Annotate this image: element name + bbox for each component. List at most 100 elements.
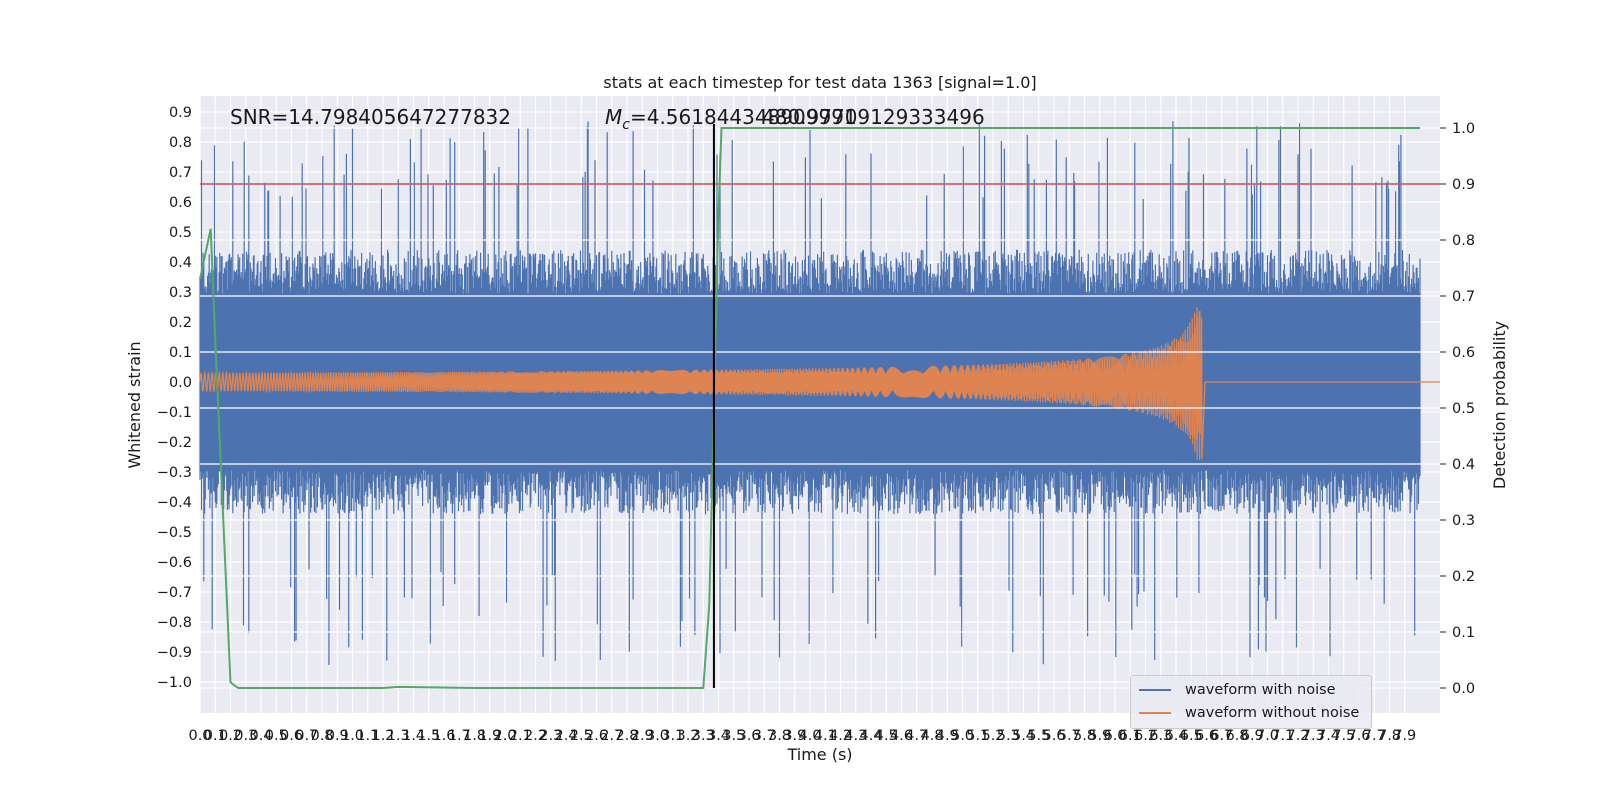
x-tick-label: 4.3 xyxy=(844,728,867,744)
x-tick-label: 6.4 xyxy=(1164,728,1187,744)
y-tick-label: −0.4 xyxy=(157,495,192,511)
clean-waveform-line xyxy=(199,307,1440,461)
x-tick-label: 4.4 xyxy=(859,728,882,744)
y-tick-label: 0.4 xyxy=(169,255,192,271)
x-tick-label: 7.4 xyxy=(1317,728,1340,744)
x-tick-label: 2.9 xyxy=(631,728,654,744)
x-tick-label: 7.9 xyxy=(1393,728,1416,744)
x-tick-label: 1.8 xyxy=(463,728,486,744)
x-tick-label: 2.2 xyxy=(524,728,547,744)
y-axis-label: Whitened strain xyxy=(125,341,144,468)
x-tick-label: 3.1 xyxy=(661,728,684,744)
x-tick-label: 0.2 xyxy=(219,728,242,744)
x-tick-label: 6.8 xyxy=(1225,728,1248,744)
x-tick-label: 1.5 xyxy=(417,728,440,744)
x-tick-label: 4.7 xyxy=(905,728,928,744)
x-tick-label: 5.9 xyxy=(1088,728,1111,744)
x-tick-label: 7.3 xyxy=(1302,728,1325,744)
y2-tick-label: 0.0 xyxy=(1452,681,1475,697)
x-tick-label: 6.6 xyxy=(1195,728,1218,744)
x-tick-label: 6.7 xyxy=(1210,728,1233,744)
x-tick-label: 1.4 xyxy=(402,728,425,744)
y2-tick-label: 0.2 xyxy=(1452,569,1475,585)
x-tick-label: 5.3 xyxy=(997,728,1020,744)
x-tick-label: 3.9 xyxy=(783,728,806,744)
x-tick-label: 7.7 xyxy=(1363,728,1386,744)
y-tick-label: −1.0 xyxy=(157,675,192,691)
y-tick-label: −0.6 xyxy=(157,555,192,571)
y2-axis-label: Detection probability xyxy=(1490,321,1509,489)
x-tick-label: 3.5 xyxy=(722,728,745,744)
x-tick-label: 5.7 xyxy=(1058,728,1081,744)
y-tick-label: 0.1 xyxy=(169,345,192,361)
x-tick-label: 5.1 xyxy=(966,728,989,744)
x-tick-label: 2.6 xyxy=(585,728,608,744)
legend-swatch-noisy xyxy=(1139,689,1171,691)
x-tick-label: 7.2 xyxy=(1286,728,1309,744)
x-tick-label: 4.2 xyxy=(829,728,852,744)
x-axis-ticks: 0.00.10.20.30.40.50.60.70.80.91.01.11.21… xyxy=(188,728,1416,744)
x-tick-label: 5.6 xyxy=(1042,728,1065,744)
left-axis-ticks: 0.9 0.8 0.7 0.6 0.5 0.4 0.3 0.2 0.1 0.0 −0.1 −0.2 −0… xyxy=(157,105,192,691)
x-tick-label: 0.5 xyxy=(265,728,288,744)
x-tick-label: 6.2 xyxy=(1134,728,1157,744)
x-tick-label: 7.6 xyxy=(1347,728,1370,744)
x-tick-label: 4.5 xyxy=(875,728,898,744)
y2-tick-label: 0.1 xyxy=(1452,625,1475,641)
snr-annotation: SNR=14.798405647277832 xyxy=(230,105,511,129)
x-tick-label: 4.9 xyxy=(936,728,959,744)
chirp-mass-subscript: c xyxy=(622,117,630,133)
x-tick-label: 6.5 xyxy=(1180,728,1203,744)
x-tick-label: 5.8 xyxy=(1073,728,1096,744)
x-tick-label: 6.1 xyxy=(1119,728,1142,744)
y2-tick-label: 0.5 xyxy=(1452,401,1475,417)
x-tick-label: 0.7 xyxy=(295,728,318,744)
y-tick-label: 0.2 xyxy=(169,315,192,331)
y-tick-label: 0.8 xyxy=(169,135,192,151)
y-tick-label: 0.9 xyxy=(169,105,192,121)
y-tick-label: 0.5 xyxy=(169,225,192,241)
y-tick-label: −0.7 xyxy=(157,585,192,601)
chirp-mass-symbol: M xyxy=(605,105,622,129)
y-tick-label: 0.7 xyxy=(169,165,192,181)
x-tick-label: 6.3 xyxy=(1149,728,1172,744)
x-tick-label: 7.0 xyxy=(1256,728,1279,744)
x-tick-label: 2.0 xyxy=(493,728,516,744)
x-tick-label: 6.0 xyxy=(1103,728,1126,744)
x-tick-label: 2.8 xyxy=(615,728,638,744)
y-tick-label: −0.1 xyxy=(157,405,192,421)
legend-label-noisy: waveform with noise xyxy=(1185,682,1336,698)
x-tick-label: 3.8 xyxy=(768,728,791,744)
y2-tick-label: 0.8 xyxy=(1452,233,1475,249)
x-tick-label: 0.3 xyxy=(234,728,257,744)
y-tick-label: 0.3 xyxy=(169,285,192,301)
x-tick-label: 4.6 xyxy=(890,728,913,744)
x-tick-label: 5.2 xyxy=(981,728,1004,744)
x-tick-label: 1.0 xyxy=(341,728,364,744)
legend-label-clean: waveform without noise xyxy=(1185,705,1360,721)
x-tick-label: 3.4 xyxy=(707,728,730,744)
right-axis-ticks: 1.0 0.9 0.8 0.7 0.6 0.5 0.4 0.3 0.2 0.1 0.0 xyxy=(1440,121,1475,697)
chirp-mass-value: =4.561844348909991 xyxy=(630,105,857,129)
legend-item-noisy: waveform with noise xyxy=(1139,680,1336,700)
x-tick-label: 5.5 xyxy=(1027,728,1050,744)
x-tick-label: 7.1 xyxy=(1271,728,1294,744)
x-tick-label: 0.1 xyxy=(204,728,227,744)
x-tick-label: 2.7 xyxy=(600,728,623,744)
y-tick-label: −0.3 xyxy=(157,465,192,481)
y2-tick-label: 0.6 xyxy=(1452,345,1475,361)
x-axis-label: Time (s) xyxy=(786,745,852,764)
x-tick-label: 3.6 xyxy=(737,728,760,744)
x-tick-label: 0.4 xyxy=(249,728,272,744)
x-tick-label: 5.0 xyxy=(951,728,974,744)
x-tick-label: 2.4 xyxy=(554,728,577,744)
x-tick-label: 0.0 xyxy=(188,728,211,744)
legend-item-clean: waveform without noise xyxy=(1139,703,1359,723)
chart-title: stats at each timestep for test data 136… xyxy=(603,73,1036,92)
y-tick-label: −0.2 xyxy=(157,435,192,451)
y2-tick-label: 0.7 xyxy=(1452,289,1475,305)
x-tick-label: 1.1 xyxy=(356,728,379,744)
y-tick-label: −0.9 xyxy=(157,645,192,661)
legend: waveform with noise waveform without noi… xyxy=(1130,675,1372,729)
x-tick-label: 0.8 xyxy=(310,728,333,744)
